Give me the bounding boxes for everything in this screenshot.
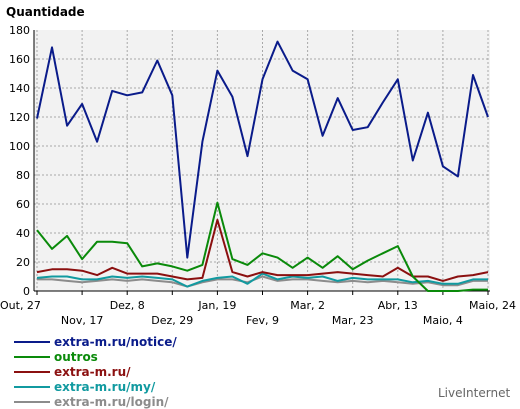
brand-label: LiveInternet	[438, 386, 511, 400]
legend-label: extra-m.ru/	[54, 364, 131, 379]
legend-swatch	[14, 370, 50, 373]
legend-item: outros	[14, 349, 177, 364]
x-tick-label: Out, 27	[0, 299, 41, 312]
tick-labels: 0 20 40 60 80 100 120 140 160 180 Out, 27 Nov, 17 De…	[0, 24, 516, 327]
x-tick-label: Mar, 23	[332, 314, 374, 327]
legend-item: extra-m.ru/	[14, 364, 177, 379]
legend-swatch	[14, 355, 50, 358]
y-tick-label: 60	[16, 198, 30, 211]
y-tick-label: 100	[9, 140, 30, 153]
legend-label: extra-m.ru/notice/	[54, 334, 177, 349]
series-line	[36, 40, 489, 259]
x-tick-label: Dez, 8	[110, 299, 145, 312]
y-tick-label: 180	[9, 24, 30, 37]
legend-item: extra-m.ru/notice/	[14, 334, 177, 349]
x-tick-label: Mar, 2	[290, 299, 325, 312]
legend-swatch	[14, 385, 50, 388]
x-tick-label: Maio, 24	[469, 299, 516, 312]
line-chart: Quantidade 0 20 40 60 80 100 120 140 160 180 Out, …	[0, 5, 516, 327]
axes	[33, 30, 490, 295]
y-tick-label: 80	[16, 169, 30, 182]
y-axis-title: Quantidade	[6, 5, 85, 19]
x-tick-label: Nov, 17	[61, 314, 103, 327]
series-line	[36, 272, 488, 288]
x-tick-label: Jan, 19	[197, 299, 236, 312]
y-tick-label: 20	[16, 256, 30, 269]
legend-label: extra-m.ru/login/	[54, 394, 169, 409]
x-tick-label: Fev, 9	[246, 314, 279, 327]
y-tick-label: 40	[16, 227, 30, 240]
y-tick-label: 120	[9, 111, 30, 124]
legend-label: outros	[54, 349, 98, 364]
series-line	[37, 275, 488, 288]
grid-lines	[34, 30, 490, 291]
y-tick-label: 140	[9, 82, 30, 95]
legend-label: extra-m.ru/my/	[54, 379, 156, 394]
y-tick-label: 0	[23, 285, 30, 298]
x-tick-label: Maio, 4	[423, 314, 463, 327]
legend: extra-m.ru/notice/ outros extra-m.ru/ ex…	[14, 334, 177, 409]
series-line	[36, 201, 488, 292]
legend-item: extra-m.ru/login/	[14, 394, 177, 409]
series-lines	[36, 40, 489, 292]
legend-swatch	[14, 340, 50, 343]
y-tick-label: 160	[9, 53, 30, 66]
x-tick-label: Abr, 13	[378, 299, 418, 312]
x-tick-label: Dez, 29	[151, 314, 193, 327]
legend-swatch	[14, 400, 50, 403]
legend-item: extra-m.ru/my/	[14, 379, 177, 394]
